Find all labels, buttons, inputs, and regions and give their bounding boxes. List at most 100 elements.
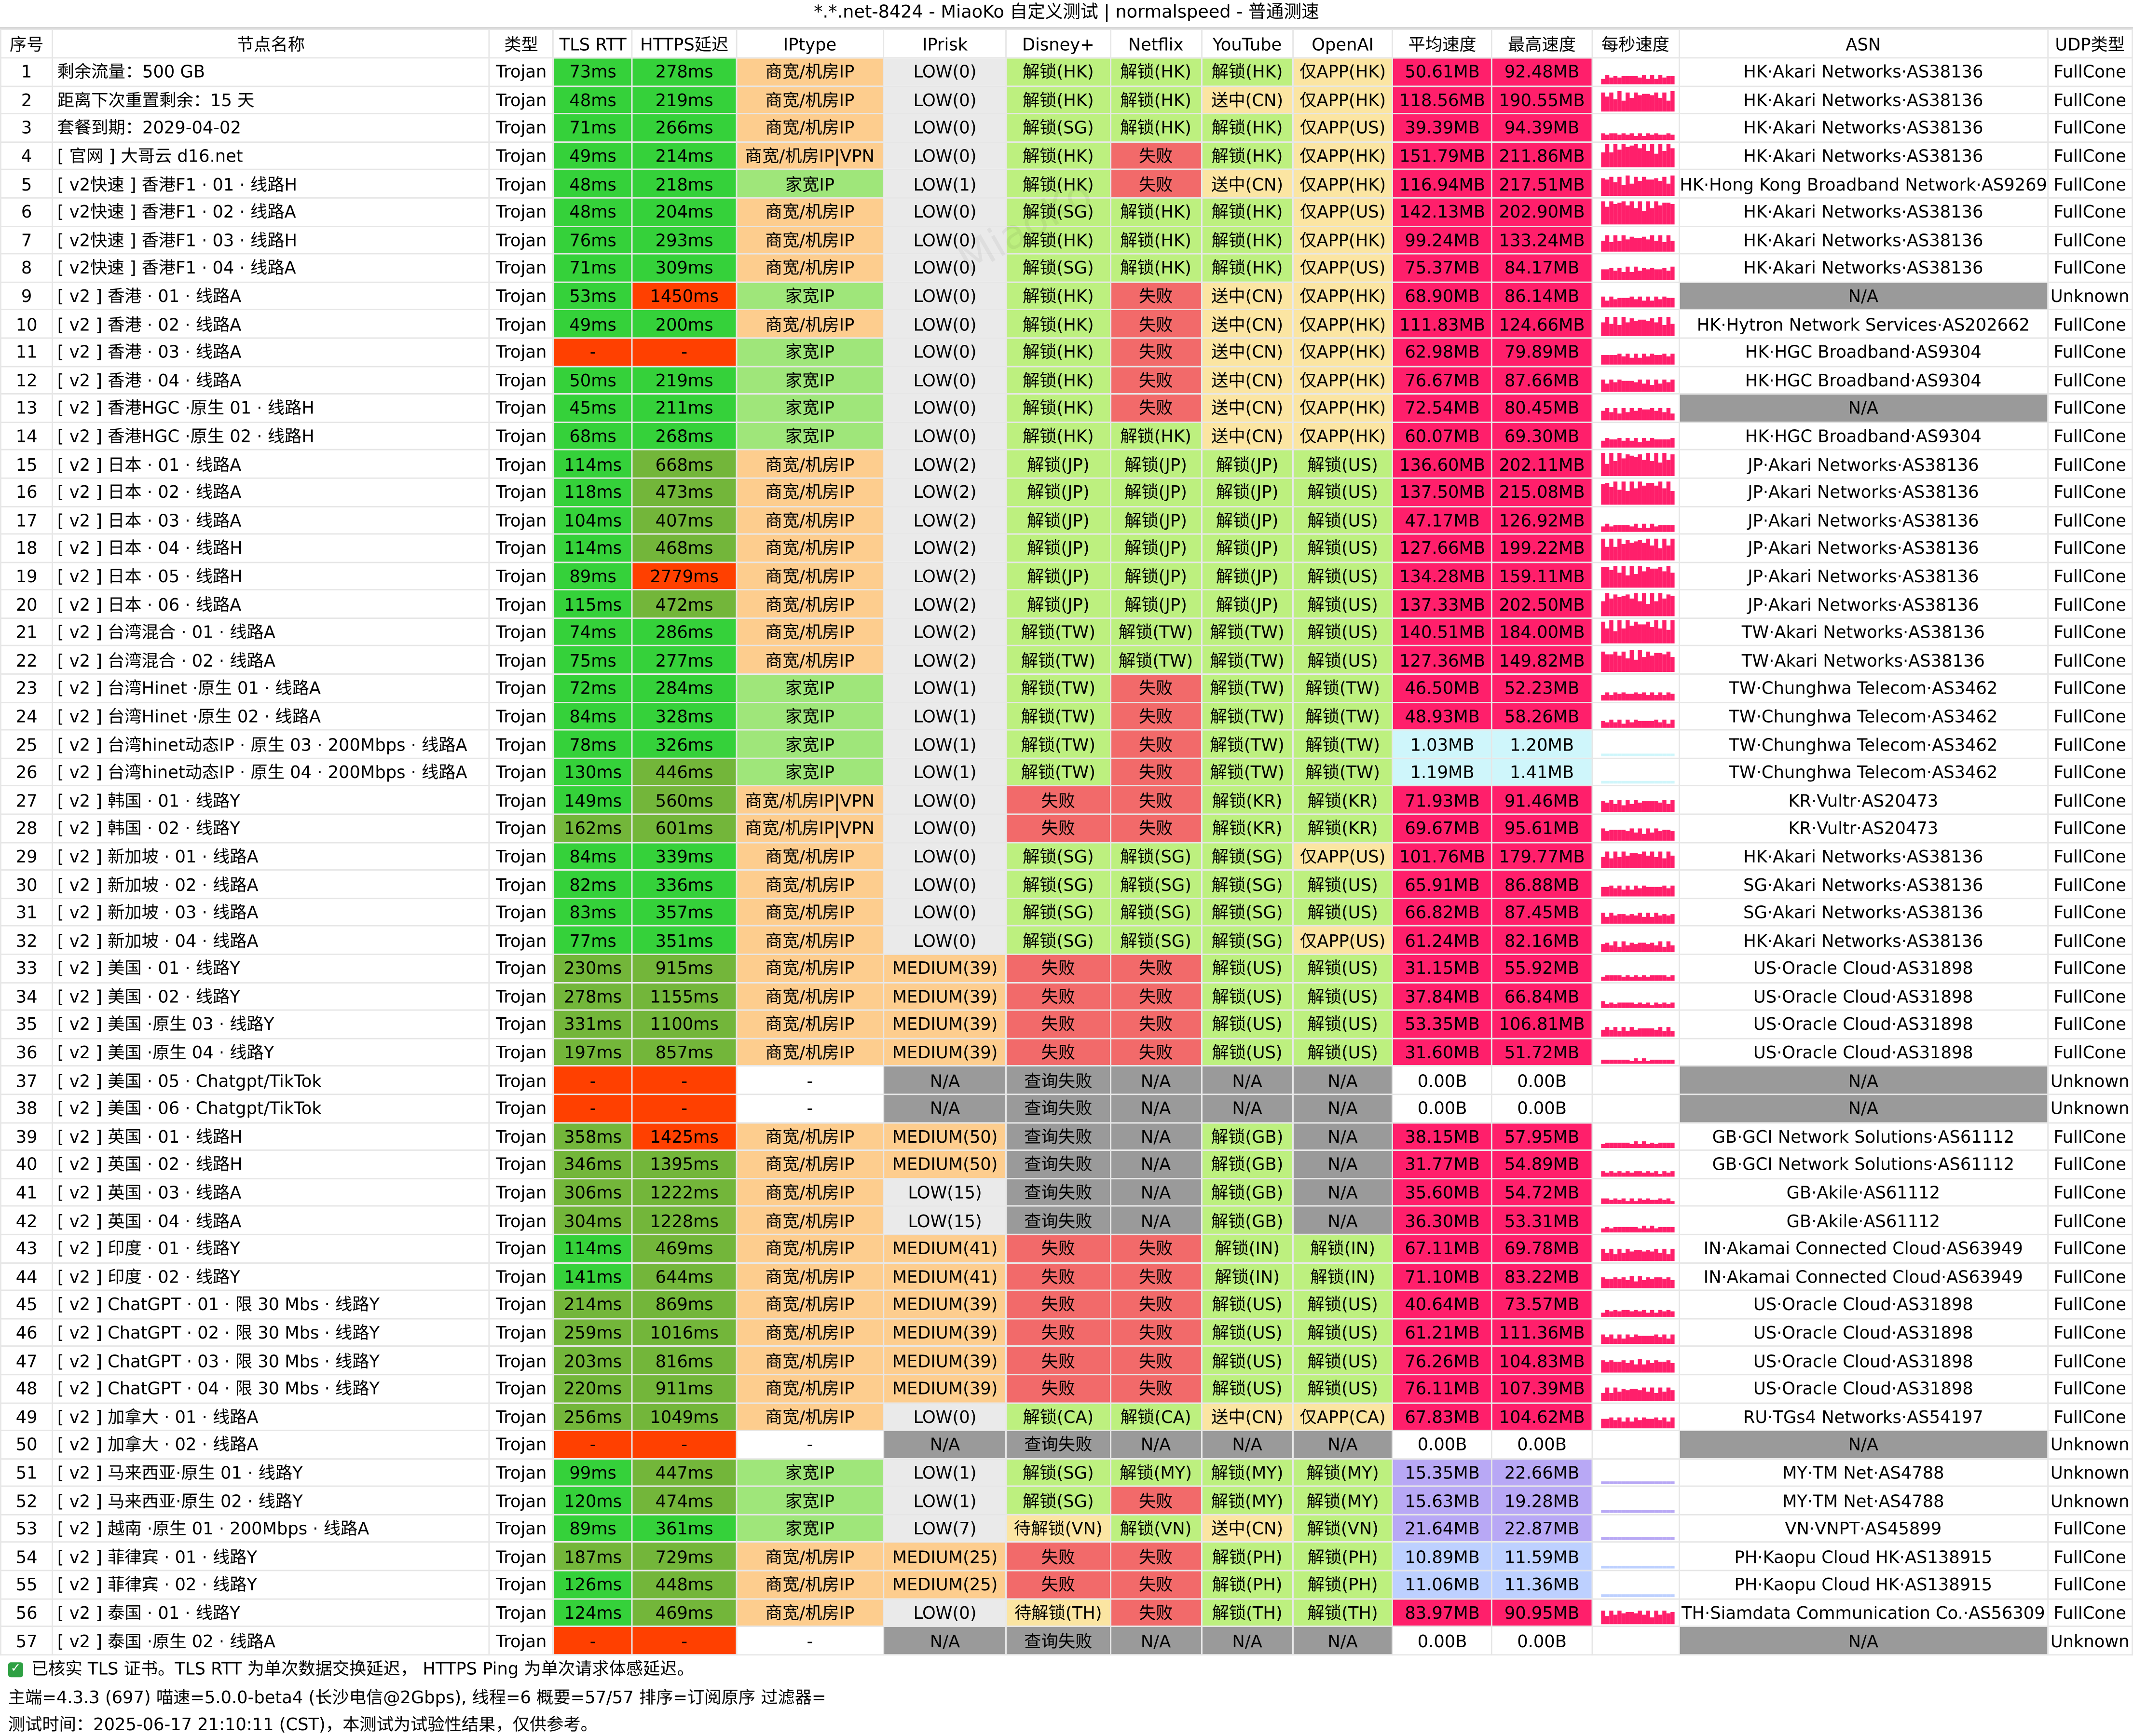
table-row[interactable]: 44[ v2 ] 印度 · 02 · 线路Y Trojan 141ms 644ms 商宽… — [0, 1261, 2133, 1291]
table-row[interactable]: 49[ v2 ] 加拿大 · 01 · 线路A Trojan 256ms 1049ms… — [0, 1402, 2133, 1432]
table-row[interactable]: 54[ v2 ] 菲律宾 · 01 · 线路Y Trojan 187ms 729ms 商… — [0, 1542, 2133, 1572]
table-row[interactable]: 43[ v2 ] 印度 · 01 · 线路Y Trojan 114ms 469ms 商宽… — [0, 1233, 2133, 1263]
column-header[interactable]: 节点名称 — [52, 28, 490, 59]
table-row[interactable]: 55[ v2 ] 菲律宾 · 02 · 线路Y Trojan 126ms 448ms 商… — [0, 1570, 2133, 1599]
udp-type: FullCone — [2047, 505, 2133, 535]
column-header[interactable]: HTTPS延迟 — [631, 28, 737, 59]
sparkline-bar — [1625, 975, 1629, 981]
youtube: 解锁(JP) — [1201, 533, 1294, 563]
table-row[interactable]: 14[ v2 ] 香港HGC ·原生 02 · 线路H Trojan 68ms 268… — [0, 421, 2133, 451]
max-speed: 22.87MB — [1491, 1514, 1593, 1544]
sparkline-bar — [1600, 379, 1605, 392]
sparkline-bar — [1657, 887, 1662, 896]
table-row[interactable]: 21[ v2 ] 台湾混合 · 01 · 线路A Trojan 74ms 286ms 商… — [0, 617, 2133, 647]
table-row[interactable]: 25[ v2 ] 台湾hinet动态IP · 原生 03 · 200Mbps ·… — [0, 729, 2133, 759]
table-row[interactable]: 7[ v2快速 ] 香港F1 · 03 · 线路H Trojan 76ms 293ms… — [0, 225, 2133, 255]
table-row[interactable]: 18[ v2 ] 日本 · 04 · 线路H Trojan 114ms 468ms 商宽… — [0, 533, 2133, 563]
sparkline-bar — [1621, 723, 1625, 728]
table-row[interactable]: 19[ v2 ] 日本 · 05 · 线路H Trojan 89ms 2779ms 商宽… — [0, 561, 2133, 591]
table-row[interactable]: 11[ v2 ] 香港 · 03 · 线路A Trojan - - 家宽IP LOW(0)… — [0, 337, 2133, 367]
table-row[interactable]: 9[ v2 ] 香港 · 01 · 线路A Trojan 53ms 1450ms 家宽I… — [0, 281, 2133, 311]
https-delay: 915ms — [631, 953, 737, 983]
table-row[interactable]: 2 距离下次重置剩余：15 天 Trojan 48ms 219ms 商宽/机房IP LOW(… — [0, 85, 2133, 115]
table-row[interactable]: 45[ v2 ] ChatGPT · 01 · 限 30 Mbs · 线路Y Tr… — [0, 1289, 2133, 1319]
table-row[interactable]: 4[ 官网 ] 大哥云 d16.net Trojan 49ms 214ms 商宽/机房I… — [0, 141, 2133, 171]
table-row[interactable]: 50[ v2 ] 加拿大 · 02 · 线路A Trojan - - - N/A 查询失败 N… — [0, 1430, 2133, 1460]
column-header[interactable]: IPrisk — [883, 28, 1007, 59]
sparkline-bar — [1666, 1481, 1670, 1485]
table-row[interactable]: 5[ v2快速 ] 香港F1 · 01 · 线路H Trojan 48ms 218ms… — [0, 169, 2133, 199]
column-header[interactable]: Disney+ — [1005, 28, 1111, 59]
table-row[interactable]: 3 套餐到期：2029-04-02 Trojan 71ms 266ms 商宽/机房IP LO… — [0, 113, 2133, 143]
sparkline-bar — [1649, 268, 1654, 280]
table-row[interactable]: 53[ v2 ] 越南 ·原生 01 · 200Mbps · 线路A Trojan… — [0, 1514, 2133, 1544]
table-row[interactable]: 36[ v2 ] 美国 ·原生 04 · 线路Y Trojan 197ms 857ms… — [0, 1038, 2133, 1067]
table-row[interactable]: 24[ v2 ] 台湾Hinet ·原生 02 · 线路A Trojan 84ms 3… — [0, 701, 2133, 731]
table-row[interactable]: 15[ v2 ] 日本 · 01 · 线路A Trojan 114ms 668ms 商宽… — [0, 449, 2133, 479]
table-row[interactable]: 41[ v2 ] 英国 · 03 · 线路A Trojan 306ms 1222ms 商… — [0, 1177, 2133, 1207]
sparkline-bar — [1641, 1615, 1646, 1625]
table-row[interactable]: 17[ v2 ] 日本 · 03 · 线路A Trojan 104ms 407ms 商宽… — [0, 505, 2133, 535]
sparkline-bar — [1633, 1566, 1638, 1569]
disney: 解锁(SG) — [1005, 841, 1111, 871]
table-row[interactable]: 34[ v2 ] 美国 · 02 · 线路Y Trojan 278ms 1155ms 商… — [0, 982, 2133, 1011]
table-row[interactable]: 57[ v2 ] 泰国 ·原生 02 · 线路A Trojan - - - N/A 查询失败… — [0, 1626, 2133, 1655]
table-row[interactable]: 10[ v2 ] 香港 · 02 · 线路A Trojan 49ms 200ms 商宽/… — [0, 309, 2133, 339]
ip-risk: LOW(0) — [883, 141, 1007, 171]
table-row[interactable]: 51[ v2 ] 马来西亚·原生 01 · 线路Y Trojan 99ms 447ms… — [0, 1458, 2133, 1488]
table-row[interactable]: 16[ v2 ] 日本 · 02 · 线路A Trojan 118ms 473ms 商宽… — [0, 477, 2133, 507]
sparkline-bar — [1617, 753, 1621, 756]
table-row[interactable]: 48[ v2 ] ChatGPT · 04 · 限 30 Mbs · 线路Y Tr… — [0, 1374, 2133, 1403]
sparkline-bar — [1666, 1310, 1670, 1317]
table-row[interactable]: 13[ v2 ] 香港HGC ·原生 01 · 线路H Trojan 45ms 211… — [0, 393, 2133, 423]
table-row[interactable]: 22[ v2 ] 台湾混合 · 02 · 线路A Trojan 75ms 277ms 商… — [0, 645, 2133, 675]
asn: HK·Akari Networks·AS38136 — [1678, 113, 2049, 143]
column-header[interactable]: 最高速度 — [1491, 28, 1593, 59]
table-row[interactable]: 31[ v2 ] 新加坡 · 03 · 线路A Trojan 83ms 357ms 商宽… — [0, 897, 2133, 927]
table-row[interactable]: 33[ v2 ] 美国 · 01 · 线路Y Trojan 230ms 915ms 商宽… — [0, 953, 2133, 983]
table-row[interactable]: 37[ v2 ] 美国 · 05 · Chatgpt/TikTok Trojan -… — [0, 1066, 2133, 1095]
sparkline-bar — [1649, 524, 1654, 532]
table-row[interactable]: 46[ v2 ] ChatGPT · 02 · 限 30 Mbs · 线路Y Tr… — [0, 1317, 2133, 1347]
table-row[interactable]: 23[ v2 ] 台湾Hinet ·原生 01 · 线路A Trojan 72ms 2… — [0, 673, 2133, 703]
sparkline-bar — [1657, 1199, 1662, 1204]
asn: HK·HGC Broadband·AS9304 — [1678, 365, 2049, 395]
index: 6 — [0, 197, 54, 227]
table-row[interactable]: 38[ v2 ] 美国 · 06 · Chatgpt/TikTok Trojan -… — [0, 1094, 2133, 1123]
table-row[interactable]: 29[ v2 ] 新加坡 · 01 · 线路A Trojan 84ms 339ms 商宽… — [0, 841, 2133, 871]
table-row[interactable]: 39[ v2 ] 英国 · 01 · 线路H Trojan 358ms 1425ms 商… — [0, 1121, 2133, 1151]
sparkline-bar — [1621, 1537, 1625, 1541]
column-header[interactable]: OpenAI — [1292, 28, 1394, 59]
table-row[interactable]: 28[ v2 ] 韩国 · 02 · 线路Y Trojan 162ms 601ms 商宽… — [0, 813, 2133, 843]
avg-speed: 11.06MB — [1392, 1570, 1493, 1599]
column-header[interactable]: UDP类型 — [2047, 28, 2133, 59]
table-row[interactable]: 35[ v2 ] 美国 ·原生 03 · 线路Y Trojan 331ms 1100m… — [0, 1010, 2133, 1039]
table-row[interactable]: 1 剩余流量：500 GB Trojan 73ms 278ms 商宽/机房IP LOW(0)… — [0, 57, 2133, 87]
table-row[interactable]: 12[ v2 ] 香港 · 04 · 线路A Trojan 50ms 219ms 家宽I… — [0, 365, 2133, 395]
column-header[interactable]: 类型 — [488, 28, 554, 59]
table-row[interactable]: 52[ v2 ] 马来西亚·原生 02 · 线路Y Trojan 120ms 474m… — [0, 1486, 2133, 1516]
table-row[interactable]: 56[ v2 ] 泰国 · 01 · 线路Y Trojan 124ms 469ms 商宽… — [0, 1598, 2133, 1627]
column-header[interactable]: 序号 — [0, 28, 54, 59]
sparkline-bar — [1633, 1538, 1638, 1541]
table-row[interactable]: 26[ v2 ] 台湾hinet动态IP · 原生 04 · 200Mbps ·… — [0, 757, 2133, 787]
table-row[interactable]: 27[ v2 ] 韩国 · 01 · 线路Y Trojan 149ms 560ms 商宽… — [0, 785, 2133, 815]
index: 34 — [0, 982, 54, 1011]
column-header[interactable]: TLS RTT — [552, 28, 633, 59]
table-row[interactable]: 30[ v2 ] 新加坡 · 02 · 线路A Trojan 82ms 336ms 商宽… — [0, 869, 2133, 899]
column-header[interactable]: ASN — [1678, 28, 2049, 59]
table-row[interactable]: 47[ v2 ] ChatGPT · 03 · 限 30 Mbs · 线路Y Tr… — [0, 1346, 2133, 1375]
table-row[interactable]: 8[ v2快速 ] 香港F1 · 04 · 线路A Trojan 71ms 309ms… — [0, 253, 2133, 283]
table-row[interactable]: 40[ v2 ] 英国 · 02 · 线路H Trojan 346ms 1395ms 商… — [0, 1149, 2133, 1179]
column-header[interactable]: YouTube — [1201, 28, 1294, 59]
table-row[interactable]: 32[ v2 ] 新加坡 · 04 · 线路A Trojan 77ms 351ms 商宽… — [0, 925, 2133, 955]
column-header[interactable]: Netflix — [1109, 28, 1203, 59]
table-row[interactable]: 6[ v2快速 ] 香港F1 · 02 · 线路A Trojan 48ms 204ms… — [0, 197, 2133, 227]
sparkline-bar — [1625, 1059, 1629, 1065]
column-header[interactable]: IPtype — [735, 28, 885, 59]
table-row[interactable]: 42[ v2 ] 英国 · 04 · 线路A Trojan 304ms 1228ms 商… — [0, 1205, 2133, 1235]
column-header[interactable]: 每秒速度 — [1591, 28, 1680, 59]
youtube: 解锁(US) — [1201, 1317, 1294, 1347]
table-row[interactable]: 20[ v2 ] 日本 · 06 · 线路A Trojan 115ms 472ms 商宽… — [0, 589, 2133, 619]
column-header[interactable]: 平均速度 — [1392, 28, 1493, 59]
